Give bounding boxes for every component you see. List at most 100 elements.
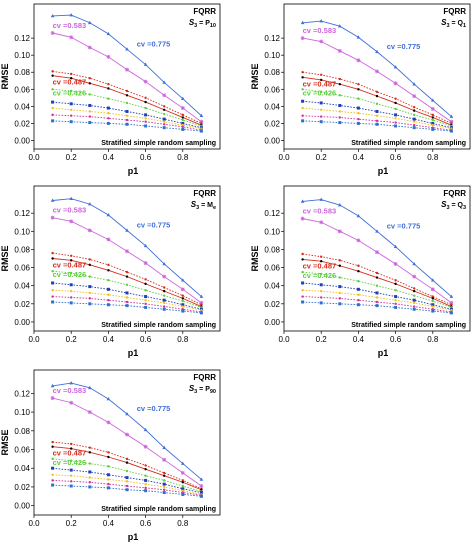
series-8-point-1 (301, 295, 304, 298)
series-7-point-8 (181, 305, 184, 308)
series-4-point-2 (70, 447, 73, 450)
series-9-point-1 (301, 300, 305, 304)
x-tick-label: 0.4 (353, 335, 365, 344)
series-2-point-9 (199, 484, 204, 488)
series-2-point-1 (300, 36, 305, 41)
cv-label-2: cv =0.583 (53, 206, 87, 215)
series-5-point-1 (301, 88, 304, 91)
x-tick-label: 0.6 (390, 153, 402, 162)
series-4-point-3 (88, 451, 92, 454)
series-3-point-9 (450, 303, 453, 306)
x-tick-label: 0.6 (140, 153, 152, 162)
series-3-point-5 (375, 90, 379, 94)
series-4-point-1 (301, 76, 304, 79)
series-1-point-6 (143, 427, 148, 432)
series-6-point-1 (301, 99, 305, 103)
series-1-point-9 (199, 477, 204, 481)
series-5-point-4 (107, 465, 110, 468)
x-tick-label: 0.6 (390, 335, 402, 344)
series-6-point-2 (69, 468, 73, 472)
series-5-point-7 (163, 294, 166, 297)
series-6-point-8 (431, 121, 435, 125)
series-8-point-2 (70, 480, 73, 483)
series-5-point-6 (394, 107, 397, 111)
series-3-point-2 (70, 254, 73, 257)
series-3-point-2 (70, 72, 73, 76)
series-line-9 (52, 484, 202, 497)
cv-label-1: cv =0.775 (387, 42, 421, 51)
series-3-point-1 (301, 252, 304, 256)
series-9-point-9 (199, 494, 203, 498)
series-4-point-4 (107, 455, 110, 459)
x-axis-label: p1 (128, 532, 139, 542)
y-tick-label: 0.00 (14, 502, 30, 511)
series-1-point-8 (431, 98, 435, 102)
series-7-point-7 (163, 301, 166, 305)
series-line-8 (52, 479, 202, 496)
series-7-point-1 (51, 289, 54, 292)
series-6-point-2 (319, 101, 323, 105)
series-9-point-9 (199, 129, 203, 133)
series-3-point-8 (181, 479, 184, 482)
series-5-point-8 (181, 484, 184, 488)
series-1-point-2 (69, 13, 73, 17)
series-2-point-9 (199, 300, 204, 305)
series-1-point-6 (393, 65, 398, 69)
series-7-point-2 (320, 108, 323, 111)
series-1-point-9 (449, 114, 454, 118)
series-2-point-8 (430, 287, 435, 292)
series-4-point-4 (357, 88, 360, 91)
series-line-8 (302, 296, 452, 313)
series-4-point-1 (51, 74, 54, 77)
x-tick-label: 0.0 (28, 335, 40, 344)
series-7-point-1 (301, 289, 304, 292)
series-8-point-3 (88, 481, 92, 484)
series-7-point-9 (450, 127, 453, 130)
series-1-point-1 (300, 20, 305, 25)
series-3-point-8 (181, 113, 184, 117)
series-line-3 (52, 252, 202, 306)
panel-title: FQRR (443, 189, 466, 198)
series-4-point-7 (163, 474, 166, 477)
series-5-point-5 (125, 469, 129, 473)
series-1-point-5 (125, 411, 129, 416)
series-6-point-8 (181, 121, 185, 125)
series-7-point-5 (375, 114, 379, 117)
y-tick-label: 0.04 (14, 464, 30, 473)
series-9-point-3 (88, 302, 92, 306)
series-8-point-3 (88, 115, 92, 118)
series-4-point-6 (144, 467, 147, 471)
y-tick-label: 0.08 (264, 245, 280, 254)
series-3-point-4 (357, 82, 360, 86)
series-1-point-4 (356, 35, 361, 39)
series-3-point-4 (107, 263, 110, 267)
series-1-point-2 (69, 196, 73, 200)
series-3-point-1 (51, 70, 54, 73)
series-line-3 (302, 253, 452, 306)
series-1-point-8 (181, 461, 185, 465)
y-tick-label: 0.00 (14, 318, 30, 327)
series-5-point-2 (70, 271, 73, 275)
series-9-point-5 (125, 122, 129, 126)
series-3-point-4 (107, 451, 110, 454)
series-5-point-6 (144, 289, 147, 292)
series-2-point-6 (143, 261, 148, 266)
series-3-point-9 (450, 122, 453, 125)
series-9-point-1 (51, 119, 55, 123)
series-4-point-7 (413, 289, 416, 293)
series-2-point-5 (125, 67, 129, 72)
series-1-point-8 (181, 278, 185, 282)
series-2-point-7 (412, 274, 417, 279)
y-tick-label: 0.02 (14, 119, 30, 128)
x-axis-label: p1 (128, 166, 139, 176)
x-tick-label: 0.2 (66, 335, 78, 344)
series-line-3 (302, 71, 452, 124)
series-9-point-6 (394, 124, 398, 128)
series-9-point-2 (69, 301, 73, 305)
series-7-point-6 (394, 298, 397, 302)
series-3-point-8 (431, 113, 434, 117)
series-7-point-4 (107, 293, 110, 296)
series-1-point-6 (393, 244, 398, 249)
series-1-point-1 (50, 198, 55, 202)
series-4-point-8 (181, 481, 184, 484)
